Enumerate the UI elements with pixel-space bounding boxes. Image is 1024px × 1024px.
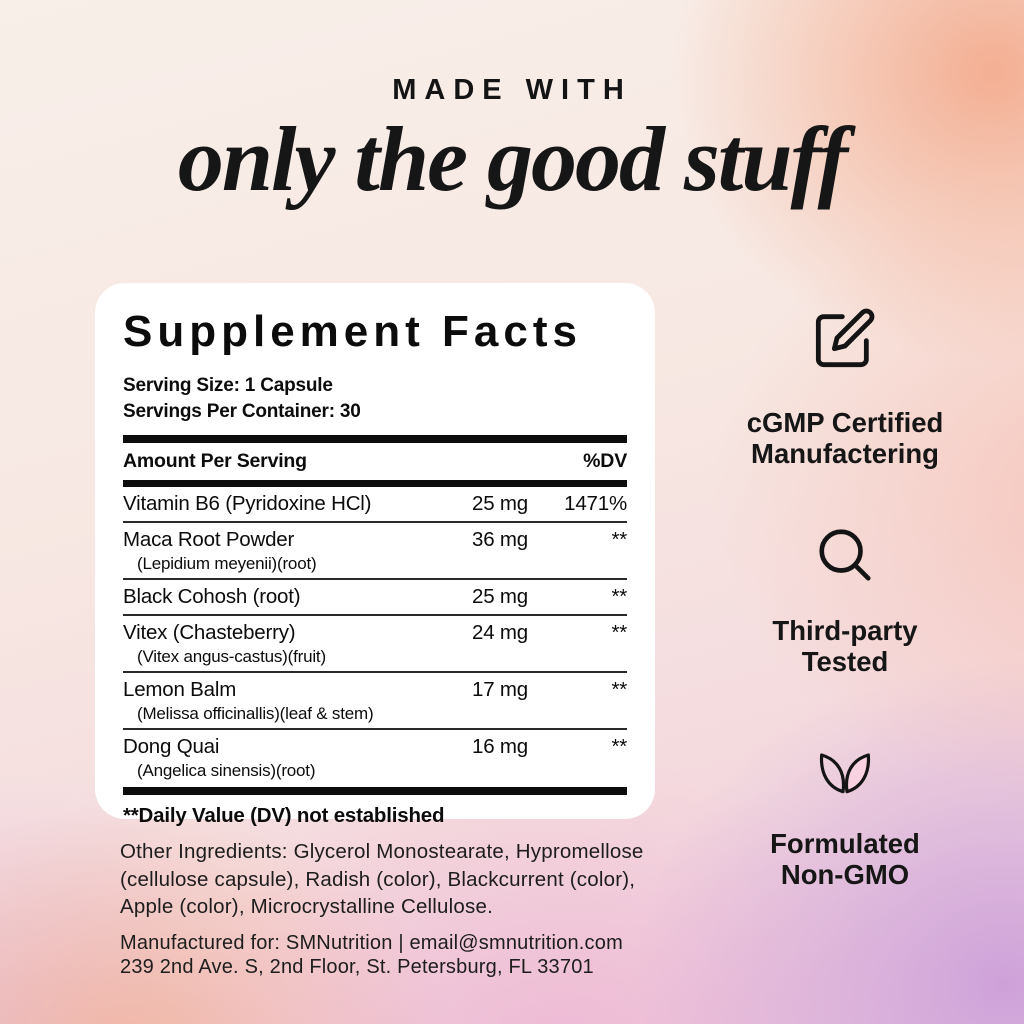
ingredient-dv: **: [611, 678, 627, 701]
ingredient-name: Dong Quai (Angelica sinensis)(root): [123, 735, 316, 780]
feature-nongmo: Formulated Non-GMO: [713, 737, 977, 890]
amount-per-serving-header: Amount Per Serving: [123, 450, 307, 472]
ingredient-name: Black Cohosh (root): [123, 585, 301, 608]
table-row: Maca Root Powder (Lepidium meyenii)(root…: [123, 521, 627, 578]
supplement-facts-title: Supplement Facts: [123, 307, 582, 356]
serving-size: Serving Size: 1 Capsule: [123, 375, 333, 396]
daily-value-footnote: **Daily Value (DV) not established: [123, 804, 445, 827]
ingredient-amount: 36 mg: [472, 528, 528, 551]
ingredient-amount: 24 mg: [472, 621, 528, 644]
ingredient-name: Vitex (Chasteberry) (Vitex angus-castus)…: [123, 621, 326, 666]
ingredient-amount: 25 mg: [472, 492, 528, 515]
ingredient-name: Lemon Balm (Melissa officinallis)(leaf &…: [123, 678, 374, 723]
divider-bar: [123, 787, 627, 795]
table-row: Black Cohosh (root) 25 mg **: [123, 578, 627, 614]
servings-per-container: Servings Per Container: 30: [123, 401, 361, 422]
ingredient-dv: **: [611, 585, 627, 608]
ingredient-amount: 17 mg: [472, 678, 528, 701]
table-row: Vitamin B6 (Pyridoxine HCl) 25 mg 1471%: [123, 487, 627, 521]
divider-bar: [123, 435, 627, 443]
supplement-facts-card: Supplement Facts Serving Size: 1 Capsule…: [95, 283, 655, 827]
magnifier-icon: [819, 529, 871, 581]
feature-label: Formulated Non-GMO: [770, 828, 920, 890]
table-row: Dong Quai (Angelica sinensis)(root) 16 m…: [123, 728, 627, 785]
feature-label: Third-party Tested: [772, 615, 918, 677]
ingredient-dv: **: [611, 528, 627, 551]
pencil-edit-icon: [815, 308, 875, 368]
feature-cgmp: cGMP Certified Manufactering: [713, 306, 977, 469]
dv-header: %DV: [583, 450, 627, 472]
manufacturer-info: Manufactured for: SMNutrition | email@sm…: [120, 932, 623, 978]
table-row: Lemon Balm (Melissa officinallis)(leaf &…: [123, 671, 627, 728]
divider-bar: [123, 480, 627, 487]
feature-label: cGMP Certified Manufactering: [746, 407, 944, 469]
ingredient-dv: 1471%: [564, 492, 627, 515]
headline: only the good stuff: [177, 108, 848, 210]
ingredient-amount: 25 mg: [472, 585, 528, 608]
feature-thirdparty: Third-party Tested: [713, 524, 977, 677]
ingredient-name: Vitamin B6 (Pyridoxine HCl): [123, 492, 372, 515]
table-header-row: Amount Per Serving %DV: [123, 443, 627, 480]
ingredient-name: Maca Root Powder (Lepidium meyenii)(root…: [123, 528, 317, 573]
ingredient-amount: 16 mg: [472, 735, 528, 758]
ingredient-dv: **: [611, 735, 627, 758]
leaf-icon: [819, 753, 871, 794]
other-ingredients: Other Ingredients: Glycerol Monostearate…: [120, 840, 644, 918]
table-row: Vitex (Chasteberry) (Vitex angus-castus)…: [123, 614, 627, 671]
ingredient-dv: **: [611, 621, 627, 644]
headline-kicker: MADE WITH: [392, 74, 632, 106]
